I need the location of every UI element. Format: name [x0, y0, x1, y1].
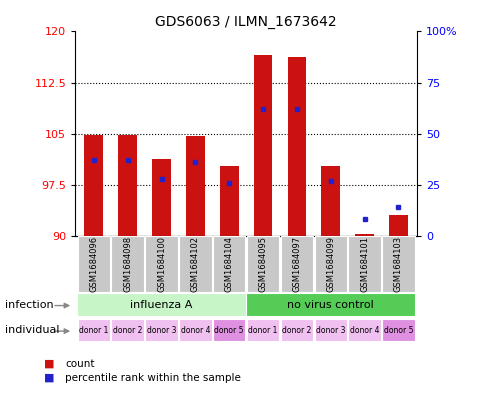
FancyBboxPatch shape: [280, 236, 313, 292]
FancyBboxPatch shape: [145, 319, 177, 341]
Text: GSM1684096: GSM1684096: [89, 236, 98, 292]
Text: donor 3: donor 3: [147, 326, 176, 334]
Text: count: count: [65, 358, 95, 369]
Text: donor 3: donor 3: [316, 326, 345, 334]
FancyBboxPatch shape: [348, 319, 380, 341]
Text: GSM1684103: GSM1684103: [393, 236, 402, 292]
Text: donor 5: donor 5: [383, 326, 412, 334]
FancyBboxPatch shape: [280, 319, 313, 341]
Text: donor 2: donor 2: [113, 326, 142, 334]
Text: no virus control: no virus control: [287, 299, 373, 310]
Bar: [287, 57, 305, 236]
Text: donor 2: donor 2: [282, 326, 311, 334]
Bar: [355, 235, 373, 236]
FancyBboxPatch shape: [246, 319, 279, 341]
Bar: [388, 215, 407, 236]
Bar: [84, 135, 103, 236]
FancyBboxPatch shape: [246, 236, 279, 292]
FancyBboxPatch shape: [314, 319, 347, 341]
FancyBboxPatch shape: [145, 236, 177, 292]
Text: GSM1684095: GSM1684095: [258, 236, 267, 292]
Bar: [253, 55, 272, 236]
Text: GSM1684104: GSM1684104: [224, 236, 233, 292]
FancyBboxPatch shape: [381, 319, 414, 341]
Text: donor 4: donor 4: [180, 326, 210, 334]
Bar: [219, 166, 238, 236]
FancyBboxPatch shape: [179, 236, 211, 292]
Text: infection: infection: [5, 299, 53, 310]
Bar: [186, 136, 204, 236]
Text: ■: ■: [44, 373, 54, 383]
FancyBboxPatch shape: [314, 236, 347, 292]
Text: influenza A: influenza A: [130, 299, 192, 310]
Text: percentile rank within the sample: percentile rank within the sample: [65, 373, 241, 383]
Text: individual: individual: [5, 325, 59, 335]
Text: donor 4: donor 4: [349, 326, 378, 334]
FancyBboxPatch shape: [77, 236, 110, 292]
Text: GSM1684099: GSM1684099: [326, 236, 334, 292]
Bar: [321, 165, 339, 236]
FancyBboxPatch shape: [111, 319, 144, 341]
FancyBboxPatch shape: [111, 236, 144, 292]
Text: GSM1684100: GSM1684100: [157, 236, 166, 292]
Text: GSM1684098: GSM1684098: [123, 236, 132, 292]
FancyBboxPatch shape: [381, 236, 414, 292]
Text: ■: ■: [44, 358, 54, 369]
FancyBboxPatch shape: [76, 294, 245, 316]
Text: GSM1684102: GSM1684102: [191, 236, 199, 292]
Text: GSM1684101: GSM1684101: [360, 236, 368, 292]
Text: donor 5: donor 5: [214, 326, 243, 334]
Text: GSM1684097: GSM1684097: [292, 236, 301, 292]
FancyBboxPatch shape: [212, 236, 245, 292]
Text: donor 1: donor 1: [79, 326, 108, 334]
Title: GDS6063 / ILMN_1673642: GDS6063 / ILMN_1673642: [155, 15, 336, 29]
Bar: [152, 159, 170, 236]
Bar: [118, 135, 136, 236]
Text: donor 1: donor 1: [248, 326, 277, 334]
FancyBboxPatch shape: [348, 236, 380, 292]
FancyBboxPatch shape: [77, 319, 110, 341]
FancyBboxPatch shape: [212, 319, 245, 341]
FancyBboxPatch shape: [245, 294, 415, 316]
FancyBboxPatch shape: [179, 319, 211, 341]
